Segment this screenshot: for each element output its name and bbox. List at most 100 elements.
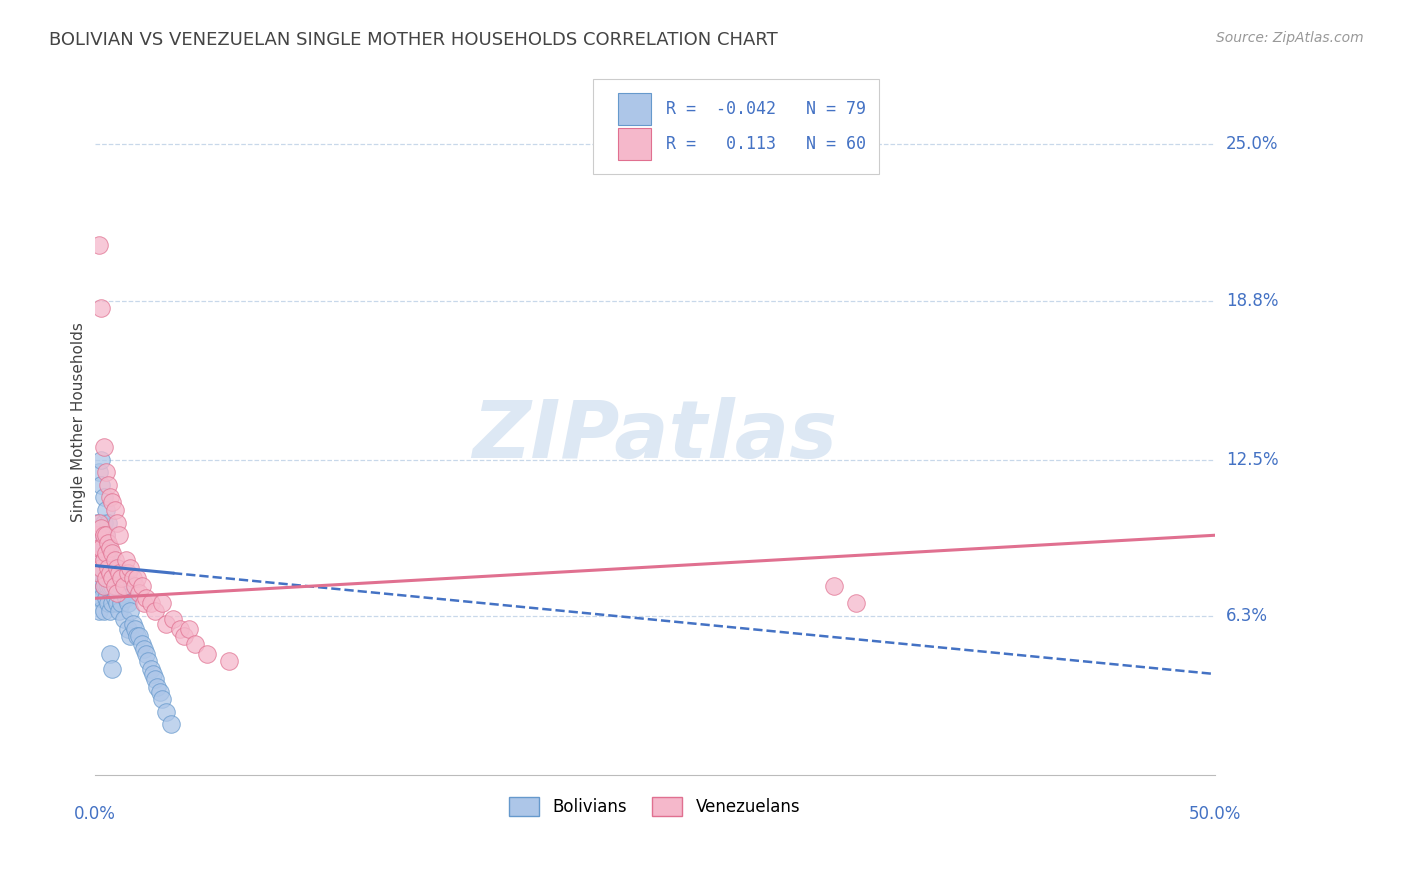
Point	[93, 553, 115, 567]
Point	[98, 541, 121, 555]
Text: Source: ZipAtlas.com: Source: ZipAtlas.com	[1216, 31, 1364, 45]
Point	[115, 591, 138, 606]
Point	[139, 662, 162, 676]
Point	[105, 561, 128, 575]
Point	[86, 528, 108, 542]
Point	[97, 477, 120, 491]
Point	[105, 586, 128, 600]
Point	[94, 503, 117, 517]
Point	[93, 491, 115, 505]
Point	[93, 566, 115, 580]
Point	[131, 637, 153, 651]
Point	[98, 579, 121, 593]
Point	[143, 604, 166, 618]
Point	[101, 579, 124, 593]
Point	[86, 516, 108, 530]
Point	[90, 561, 112, 575]
Text: 0.0%: 0.0%	[73, 805, 115, 823]
Point	[117, 566, 139, 580]
Point	[87, 541, 110, 555]
Point	[93, 516, 115, 530]
Point	[86, 541, 108, 555]
Point	[132, 596, 155, 610]
Point	[110, 579, 132, 593]
Point	[87, 528, 110, 542]
Point	[104, 553, 127, 567]
Point	[87, 566, 110, 580]
Point	[93, 440, 115, 454]
Point	[97, 579, 120, 593]
Point	[87, 579, 110, 593]
Point	[97, 541, 120, 555]
FancyBboxPatch shape	[593, 79, 879, 175]
Point	[169, 622, 191, 636]
Point	[101, 662, 124, 676]
Point	[110, 571, 132, 585]
Text: 25.0%: 25.0%	[1226, 136, 1278, 153]
Point	[101, 596, 124, 610]
Point	[195, 647, 218, 661]
Text: ZIPatlas: ZIPatlas	[472, 397, 837, 475]
Point	[142, 667, 165, 681]
Point	[120, 629, 142, 643]
Point	[98, 491, 121, 505]
Point	[98, 604, 121, 618]
Point	[93, 528, 115, 542]
Point	[150, 692, 173, 706]
Point	[112, 586, 135, 600]
Point	[97, 536, 120, 550]
Point	[94, 566, 117, 580]
Point	[98, 647, 121, 661]
Text: 50.0%: 50.0%	[1188, 805, 1241, 823]
Point	[127, 571, 149, 585]
Point	[127, 629, 149, 643]
Legend: Bolivians, Venezuelans: Bolivians, Venezuelans	[502, 790, 807, 823]
Point	[87, 566, 110, 580]
Point	[101, 561, 124, 575]
Point	[87, 465, 110, 479]
Point	[132, 641, 155, 656]
Point	[94, 591, 117, 606]
Point	[98, 553, 121, 567]
Point	[173, 629, 195, 643]
Point	[94, 528, 117, 542]
Point	[90, 553, 112, 567]
Point	[97, 516, 120, 530]
Point	[117, 622, 139, 636]
Point	[94, 553, 117, 567]
Point	[90, 528, 112, 542]
Point	[105, 516, 128, 530]
Point	[184, 637, 207, 651]
Point	[94, 546, 117, 560]
Point	[104, 591, 127, 606]
Point	[94, 528, 117, 542]
Point	[97, 596, 120, 610]
Text: BOLIVIAN VS VENEZUELAN SINGLE MOTHER HOUSEHOLDS CORRELATION CHART: BOLIVIAN VS VENEZUELAN SINGLE MOTHER HOU…	[49, 31, 778, 49]
Point	[93, 541, 115, 555]
Point	[94, 579, 117, 593]
Point	[135, 591, 157, 606]
Point	[121, 616, 143, 631]
Point	[155, 705, 177, 719]
Point	[90, 541, 112, 555]
Point	[105, 561, 128, 575]
Point	[90, 579, 112, 593]
Point	[97, 561, 120, 575]
Point	[87, 591, 110, 606]
FancyBboxPatch shape	[617, 93, 651, 125]
Point	[86, 566, 108, 580]
Point	[98, 566, 121, 580]
Point	[135, 647, 157, 661]
Point	[117, 596, 139, 610]
Point	[218, 654, 240, 668]
Text: R =   0.113   N = 60: R = 0.113 N = 60	[666, 135, 866, 153]
Point	[94, 465, 117, 479]
Point	[90, 566, 112, 580]
Point	[108, 528, 131, 542]
Point	[93, 579, 115, 593]
Point	[131, 579, 153, 593]
Point	[105, 596, 128, 610]
Point	[112, 611, 135, 625]
Point	[110, 596, 132, 610]
Point	[139, 596, 162, 610]
